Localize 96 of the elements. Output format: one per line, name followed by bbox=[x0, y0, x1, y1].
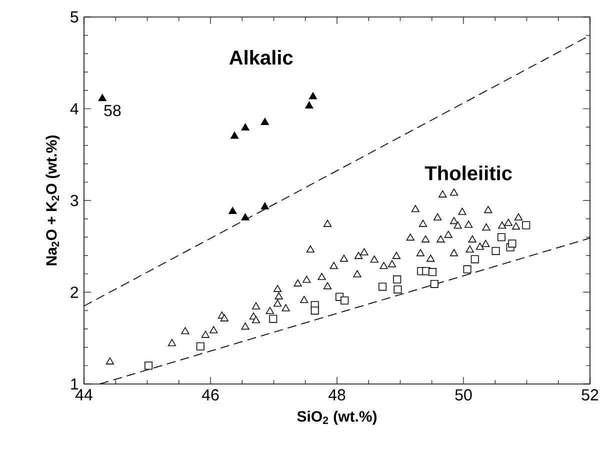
y-axis-title: Na$_{2}$O + K$_{2}$O (wt.%) bbox=[46, 136, 60, 266]
point bbox=[514, 213, 523, 220]
point bbox=[438, 190, 447, 198]
point bbox=[508, 240, 516, 248]
point bbox=[106, 357, 114, 364]
point bbox=[378, 282, 387, 291]
point bbox=[318, 272, 326, 280]
point bbox=[274, 300, 282, 307]
point bbox=[504, 218, 512, 226]
point bbox=[353, 270, 362, 278]
point bbox=[426, 254, 435, 262]
point bbox=[196, 342, 204, 350]
y-tick-label: 2 bbox=[70, 286, 78, 298]
point bbox=[323, 220, 332, 227]
point bbox=[252, 302, 260, 310]
point bbox=[470, 255, 479, 264]
point bbox=[144, 362, 153, 370]
point bbox=[482, 240, 490, 248]
point bbox=[416, 249, 425, 256]
point bbox=[294, 279, 302, 286]
point bbox=[418, 220, 428, 227]
point bbox=[98, 94, 106, 102]
point bbox=[497, 233, 506, 242]
point bbox=[274, 284, 282, 292]
point bbox=[522, 221, 530, 230]
point bbox=[306, 245, 314, 253]
point bbox=[241, 213, 250, 220]
point bbox=[282, 304, 290, 312]
point bbox=[302, 276, 311, 283]
point bbox=[323, 282, 332, 290]
annotation: Alkalic bbox=[229, 50, 293, 65]
point bbox=[354, 252, 363, 259]
point bbox=[492, 246, 500, 255]
point bbox=[422, 235, 430, 242]
point bbox=[260, 202, 269, 210]
point bbox=[340, 296, 349, 304]
point bbox=[310, 306, 319, 315]
annotation: 58 bbox=[104, 104, 121, 116]
point bbox=[428, 268, 437, 276]
point bbox=[269, 314, 278, 323]
point bbox=[484, 206, 492, 214]
point bbox=[464, 220, 473, 228]
point bbox=[241, 322, 250, 330]
point bbox=[454, 222, 462, 229]
point bbox=[300, 296, 308, 303]
point bbox=[228, 206, 237, 214]
point bbox=[168, 339, 176, 346]
x-axis-title: SiO$_{2}$ (wt.%) bbox=[297, 410, 377, 425]
point bbox=[360, 248, 368, 256]
point bbox=[252, 316, 260, 324]
point bbox=[512, 222, 520, 230]
point bbox=[392, 252, 400, 259]
point bbox=[266, 306, 274, 314]
y-tick-label: 5 bbox=[70, 11, 78, 23]
point bbox=[393, 275, 402, 284]
point bbox=[181, 327, 190, 334]
point bbox=[274, 292, 283, 300]
point bbox=[444, 230, 452, 238]
point bbox=[370, 256, 378, 263]
y-tick-label: 3 bbox=[70, 194, 78, 206]
point bbox=[411, 205, 420, 212]
point bbox=[482, 223, 490, 231]
point bbox=[330, 262, 338, 270]
point bbox=[220, 314, 228, 322]
point bbox=[463, 265, 472, 274]
point bbox=[458, 208, 466, 215]
point bbox=[388, 260, 396, 268]
x-tick-label: 50 bbox=[455, 389, 472, 401]
point bbox=[305, 101, 314, 108]
x-tick-label: 44 bbox=[75, 389, 92, 400]
point bbox=[430, 280, 438, 288]
x-tick-label: 52 bbox=[582, 389, 598, 401]
point bbox=[308, 92, 318, 100]
point bbox=[260, 118, 269, 125]
x-tick-label: 48 bbox=[328, 389, 346, 401]
point bbox=[466, 245, 474, 253]
point bbox=[380, 262, 388, 270]
y-tick-label: 1 bbox=[71, 378, 78, 390]
point bbox=[210, 326, 218, 334]
point bbox=[498, 222, 506, 229]
point bbox=[450, 216, 458, 224]
point bbox=[394, 285, 402, 294]
annotation: Tholeiitic bbox=[424, 166, 512, 180]
point bbox=[450, 249, 458, 256]
point bbox=[340, 254, 348, 262]
point bbox=[201, 330, 210, 338]
point bbox=[406, 234, 414, 241]
point bbox=[450, 188, 458, 196]
y-tick-label: 4 bbox=[70, 103, 78, 114]
point bbox=[434, 213, 442, 220]
x-tick-label: 46 bbox=[202, 389, 219, 401]
point bbox=[241, 123, 250, 131]
point bbox=[230, 132, 239, 139]
point bbox=[436, 235, 445, 242]
point bbox=[468, 235, 476, 242]
point bbox=[476, 242, 484, 250]
